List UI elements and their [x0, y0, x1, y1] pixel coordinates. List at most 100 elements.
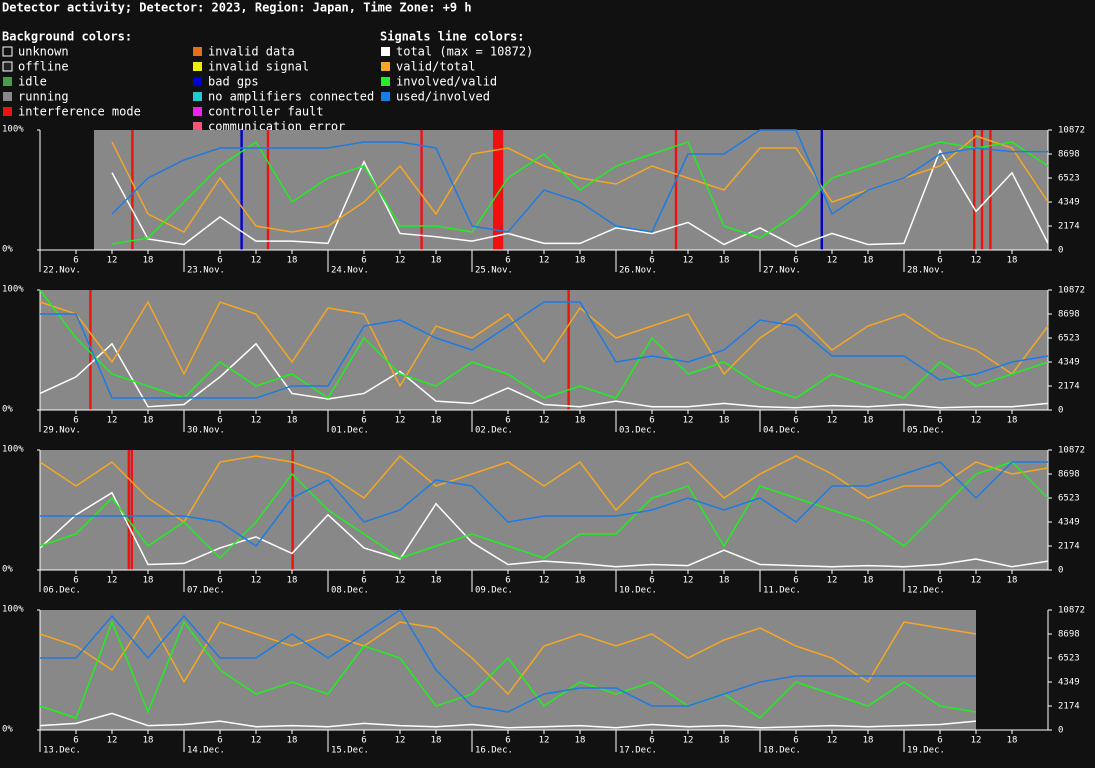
y2-tick-label: 8698 — [1058, 149, 1080, 159]
y-tick-label: 0% — [2, 725, 13, 735]
bad-gps-background — [240, 130, 243, 250]
hour-label: 6 — [73, 736, 78, 746]
hour-label: 12 — [683, 416, 694, 426]
y2-tick-label: 6523 — [1058, 334, 1080, 344]
hour-label: 6 — [793, 416, 798, 426]
legend-swatch — [193, 62, 202, 71]
hour-label: 6 — [793, 576, 798, 586]
legend-label: controller fault — [208, 105, 324, 119]
signal-line — [39, 300, 1049, 388]
hour-label: 12 — [395, 416, 406, 426]
hour-label: 6 — [361, 736, 366, 746]
legend-label: valid/total — [396, 60, 475, 74]
hour-label: 6 — [217, 256, 222, 266]
hour-label: 18 — [1007, 256, 1018, 266]
hour-label: 18 — [287, 256, 298, 266]
y2-tick-label: 8698 — [1058, 309, 1080, 319]
hour-label: 18 — [1007, 416, 1018, 426]
signal-line — [40, 301, 1049, 399]
legend-label: total (max = 10872) — [396, 45, 533, 59]
hour-label: 6 — [505, 416, 510, 426]
legend-label: running — [18, 90, 69, 104]
hour-label: 6 — [649, 736, 654, 746]
hour-label: 18 — [863, 576, 874, 586]
day-label: 09.Dec. — [475, 586, 513, 596]
day-label: 05.Dec. — [907, 426, 945, 436]
legend-swatch — [3, 107, 12, 116]
hour-label: 18 — [575, 736, 586, 746]
day-label: 02.Dec. — [475, 426, 513, 436]
y-tick-label: 100% — [2, 285, 24, 295]
legend-label: bad gps — [208, 75, 259, 89]
hour-label: 18 — [431, 736, 442, 746]
hour-label: 18 — [1007, 576, 1018, 586]
y-tick-label: 0% — [2, 565, 13, 575]
y2-tick-label: 10872 — [1058, 286, 1085, 296]
hour-label: 18 — [863, 416, 874, 426]
signal-line — [39, 491, 1049, 568]
day-label: 15.Dec. — [331, 746, 369, 756]
hour-label: 6 — [217, 416, 222, 426]
signal-line — [39, 289, 1049, 400]
legend-label: idle — [18, 75, 47, 89]
interference-background — [493, 130, 504, 250]
hour-label: 12 — [539, 416, 550, 426]
signal-line — [39, 614, 977, 696]
day-label: 13.Dec. — [43, 746, 81, 756]
signal-line — [111, 148, 1049, 248]
hour-label: 6 — [73, 576, 78, 586]
day-label: 14.Dec. — [187, 746, 225, 756]
y2-tick-label: 10872 — [1058, 126, 1085, 136]
y2-tick-label: 4349 — [1058, 677, 1080, 687]
legend-label: invalid signal — [208, 60, 309, 74]
legend-label: used/involved — [396, 90, 490, 104]
hour-label: 12 — [251, 576, 262, 586]
hour-label: 12 — [971, 576, 982, 586]
legend-swatch — [381, 92, 390, 101]
hour-label: 12 — [971, 416, 982, 426]
day-label: 11.Dec. — [763, 586, 801, 596]
hour-label: 6 — [793, 736, 798, 746]
y2-tick-label: 2174 — [1058, 542, 1080, 552]
y2-tick-label: 6523 — [1058, 174, 1080, 184]
hour-label: 18 — [719, 256, 730, 266]
hour-label: 6 — [505, 256, 510, 266]
day-label: 12.Dec. — [907, 586, 945, 596]
day-label: 18.Dec. — [763, 746, 801, 756]
hour-label: 6 — [505, 576, 510, 586]
hour-label: 6 — [73, 416, 78, 426]
y2-tick-label: 6523 — [1058, 654, 1080, 664]
hour-label: 12 — [683, 256, 694, 266]
interference-background — [130, 450, 133, 570]
running-background — [94, 130, 1048, 250]
hour-label: 12 — [107, 416, 118, 426]
interference-background — [89, 290, 92, 410]
hour-label: 6 — [649, 576, 654, 586]
day-label: 26.Nov. — [619, 266, 657, 276]
y2-tick-label: 4349 — [1058, 197, 1080, 207]
legend-swatch — [381, 77, 390, 86]
legend-swatch — [3, 77, 12, 86]
signal-line — [111, 140, 1049, 245]
hour-label: 6 — [937, 256, 942, 266]
running-background — [40, 290, 1048, 410]
day-label: 30.Nov. — [187, 426, 225, 436]
signal-line — [39, 342, 1049, 409]
signal-line — [40, 461, 1048, 548]
hour-label: 6 — [937, 736, 942, 746]
y2-tick-label: 0 — [1058, 726, 1063, 736]
y-tick-label: 100% — [2, 125, 24, 135]
day-label: 08.Dec. — [331, 586, 369, 596]
legend-label: no amplifiers connected — [208, 90, 374, 104]
hour-label: 18 — [719, 416, 730, 426]
legend-label: involved/valid — [396, 75, 497, 89]
hour-label: 12 — [395, 736, 406, 746]
hour-label: 12 — [827, 736, 838, 746]
legend-label: invalid data — [208, 45, 295, 59]
hour-label: 6 — [793, 256, 798, 266]
hour-label: 18 — [863, 256, 874, 266]
y2-tick-label: 2174 — [1058, 702, 1080, 712]
hour-label: 6 — [505, 736, 510, 746]
interference-background — [973, 130, 976, 250]
title: Detector activity; Detector: 2023, Regio… — [2, 1, 472, 15]
